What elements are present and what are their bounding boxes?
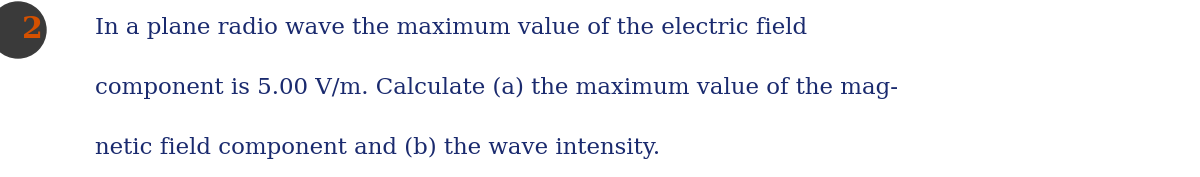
Text: 2: 2 <box>22 16 42 44</box>
Text: In a plane radio wave the maximum value of the electric field: In a plane radio wave the maximum value … <box>95 17 808 39</box>
Text: netic field component and (b) the wave intensity.: netic field component and (b) the wave i… <box>95 137 660 159</box>
Text: component is 5.00 V/m. Calculate (a) the maximum value of the mag-: component is 5.00 V/m. Calculate (a) the… <box>95 77 898 99</box>
Circle shape <box>0 2 46 58</box>
